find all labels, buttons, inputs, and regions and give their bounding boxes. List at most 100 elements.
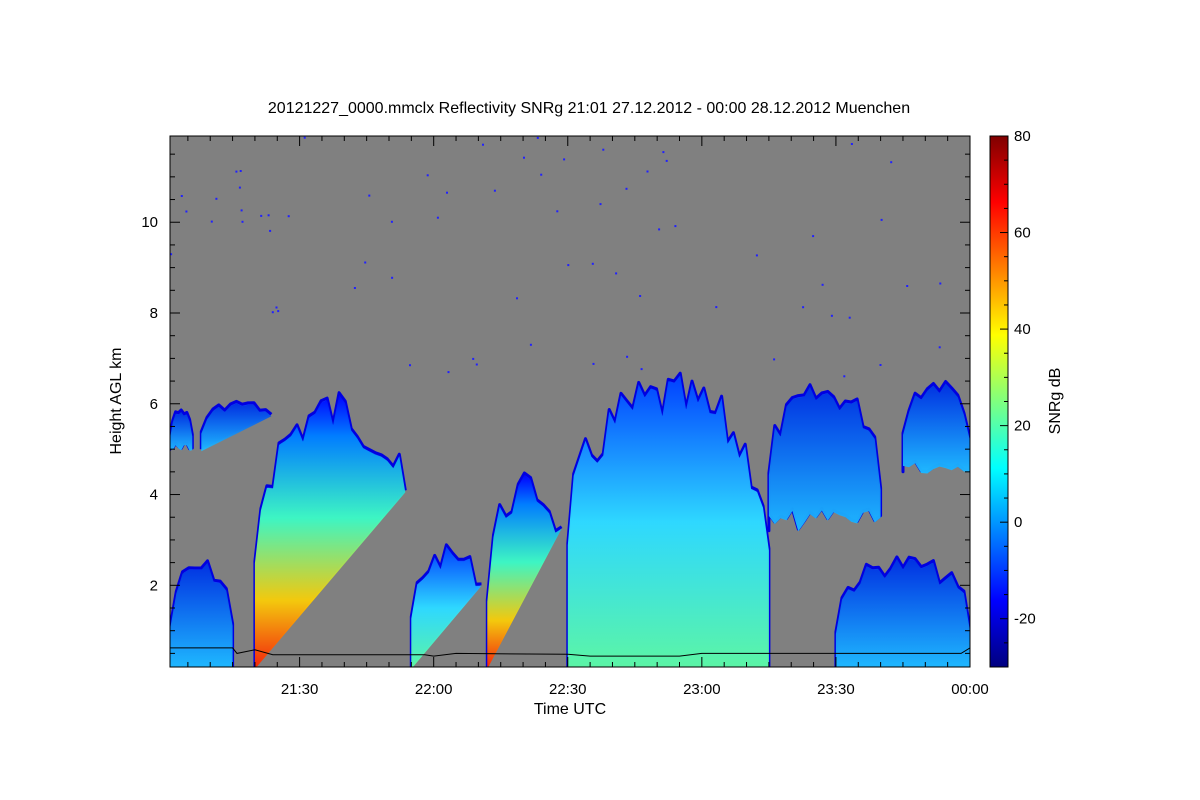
echo-region <box>254 394 406 667</box>
noise-speckle <box>640 368 643 371</box>
x-tick-label: 23:30 <box>817 681 855 698</box>
noise-speckle <box>215 197 218 200</box>
noise-speckle <box>447 371 450 374</box>
noise-speckle <box>848 316 851 319</box>
noise-speckle <box>662 151 665 154</box>
noise-speckle <box>938 346 941 349</box>
noise-speckle <box>755 254 758 257</box>
noise-speckle <box>271 311 274 314</box>
noise-speckle <box>715 306 718 309</box>
noise-speckle <box>267 214 270 217</box>
noise-speckle <box>482 143 484 146</box>
noise-speckle <box>239 170 242 172</box>
noise-speckle <box>665 159 668 162</box>
colorbar-tick-label: 60 <box>1014 225 1031 242</box>
noise-speckles <box>170 136 942 378</box>
noise-speckle <box>472 357 475 360</box>
colorbar-label: SNRg dB <box>1047 368 1064 435</box>
noise-speckle <box>269 229 272 232</box>
echo-region <box>487 475 562 667</box>
noise-speckle <box>287 215 290 218</box>
noise-speckle <box>906 285 909 287</box>
noise-speckle <box>523 156 525 159</box>
noise-speckle <box>390 220 393 223</box>
noise-speckle <box>275 306 278 309</box>
y-axis: 2 4 6 8 10 <box>141 153 970 654</box>
colorbar-tick-label: 0 <box>1014 514 1022 531</box>
noise-speckle <box>556 210 559 213</box>
noise-speckle <box>821 283 824 286</box>
noise-speckle <box>260 214 263 217</box>
y-tick-label: 10 <box>141 214 158 231</box>
y-tick-label: 4 <box>150 487 158 504</box>
noise-speckle <box>540 173 543 176</box>
x-tick-label: 22:30 <box>549 681 587 698</box>
noise-speckle <box>563 158 566 161</box>
echo-region <box>170 562 233 667</box>
noise-speckle <box>409 364 411 367</box>
noise-speckle <box>625 187 628 190</box>
noise-speckle <box>658 228 661 231</box>
x-axis: 21:30 22:00 22:30 23:00 23:30 00:00 <box>187 136 989 698</box>
noise-speckle <box>368 194 371 197</box>
noise-speckle <box>830 314 833 317</box>
y-axis-label: Height AGL km <box>108 347 125 454</box>
noise-speckle <box>210 220 213 223</box>
noise-speckle <box>364 261 367 264</box>
echo-region <box>201 403 272 452</box>
noise-speckle <box>241 220 244 223</box>
noise-speckle <box>240 209 243 212</box>
noise-speckle <box>890 161 893 164</box>
noise-speckle <box>446 191 448 194</box>
noise-speckle <box>185 210 188 213</box>
plot-frame <box>169 135 971 668</box>
noise-speckle <box>303 136 306 139</box>
echo-regions <box>170 371 970 667</box>
noise-speckle <box>353 287 356 289</box>
echo-region <box>768 386 881 533</box>
noise-speckle <box>812 235 815 238</box>
noise-speckle <box>674 225 677 228</box>
noise-speckle <box>516 297 518 300</box>
x-axis-label: Time UTC <box>534 701 606 718</box>
noise-speckle <box>615 272 618 275</box>
noise-speckle <box>235 170 238 173</box>
noise-speckle <box>277 310 280 313</box>
ground-clutter-line <box>170 647 970 657</box>
noise-speckle <box>802 306 805 309</box>
y-tick-label: 6 <box>150 396 158 413</box>
noise-speckle <box>170 253 173 256</box>
noise-speckle <box>602 148 605 151</box>
noise-speckle <box>646 170 649 173</box>
colorbar-tick-label: 20 <box>1014 418 1031 435</box>
x-tick-label: 22:00 <box>415 681 453 698</box>
noise-speckle <box>626 355 629 358</box>
echo-region <box>170 412 193 452</box>
noise-speckle <box>436 216 439 219</box>
noise-speckle <box>599 203 602 206</box>
colorbar-tick-label: -20 <box>1014 611 1036 628</box>
x-tick-label: 21:30 <box>281 681 319 698</box>
noise-speckle <box>426 174 429 177</box>
noise-speckle <box>493 189 496 192</box>
noise-speckle <box>529 343 532 346</box>
noise-speckle <box>639 295 642 297</box>
x-tick-label: 00:00 <box>951 681 989 698</box>
noise-speckle <box>238 186 241 189</box>
echo-region <box>567 375 769 667</box>
noise-speckle <box>879 364 882 366</box>
noise-speckle <box>850 143 853 145</box>
x-tick-label: 23:00 <box>683 681 721 698</box>
noise-speckle <box>475 363 478 366</box>
echo-region <box>835 558 970 667</box>
colorbar-ticks: -20 0 20 40 60 80 <box>1000 128 1036 668</box>
chart-title: 20121227_0000.mmclx Reflectivity SNRg 21… <box>268 100 910 117</box>
noise-speckle <box>880 218 883 221</box>
noise-speckle <box>939 282 942 285</box>
colorbar-tick-label: 80 <box>1014 128 1031 145</box>
noise-speckle <box>591 262 594 265</box>
noise-speckle <box>391 276 394 279</box>
y-tick-label: 2 <box>150 577 158 594</box>
y-tick-label: 8 <box>150 305 158 322</box>
